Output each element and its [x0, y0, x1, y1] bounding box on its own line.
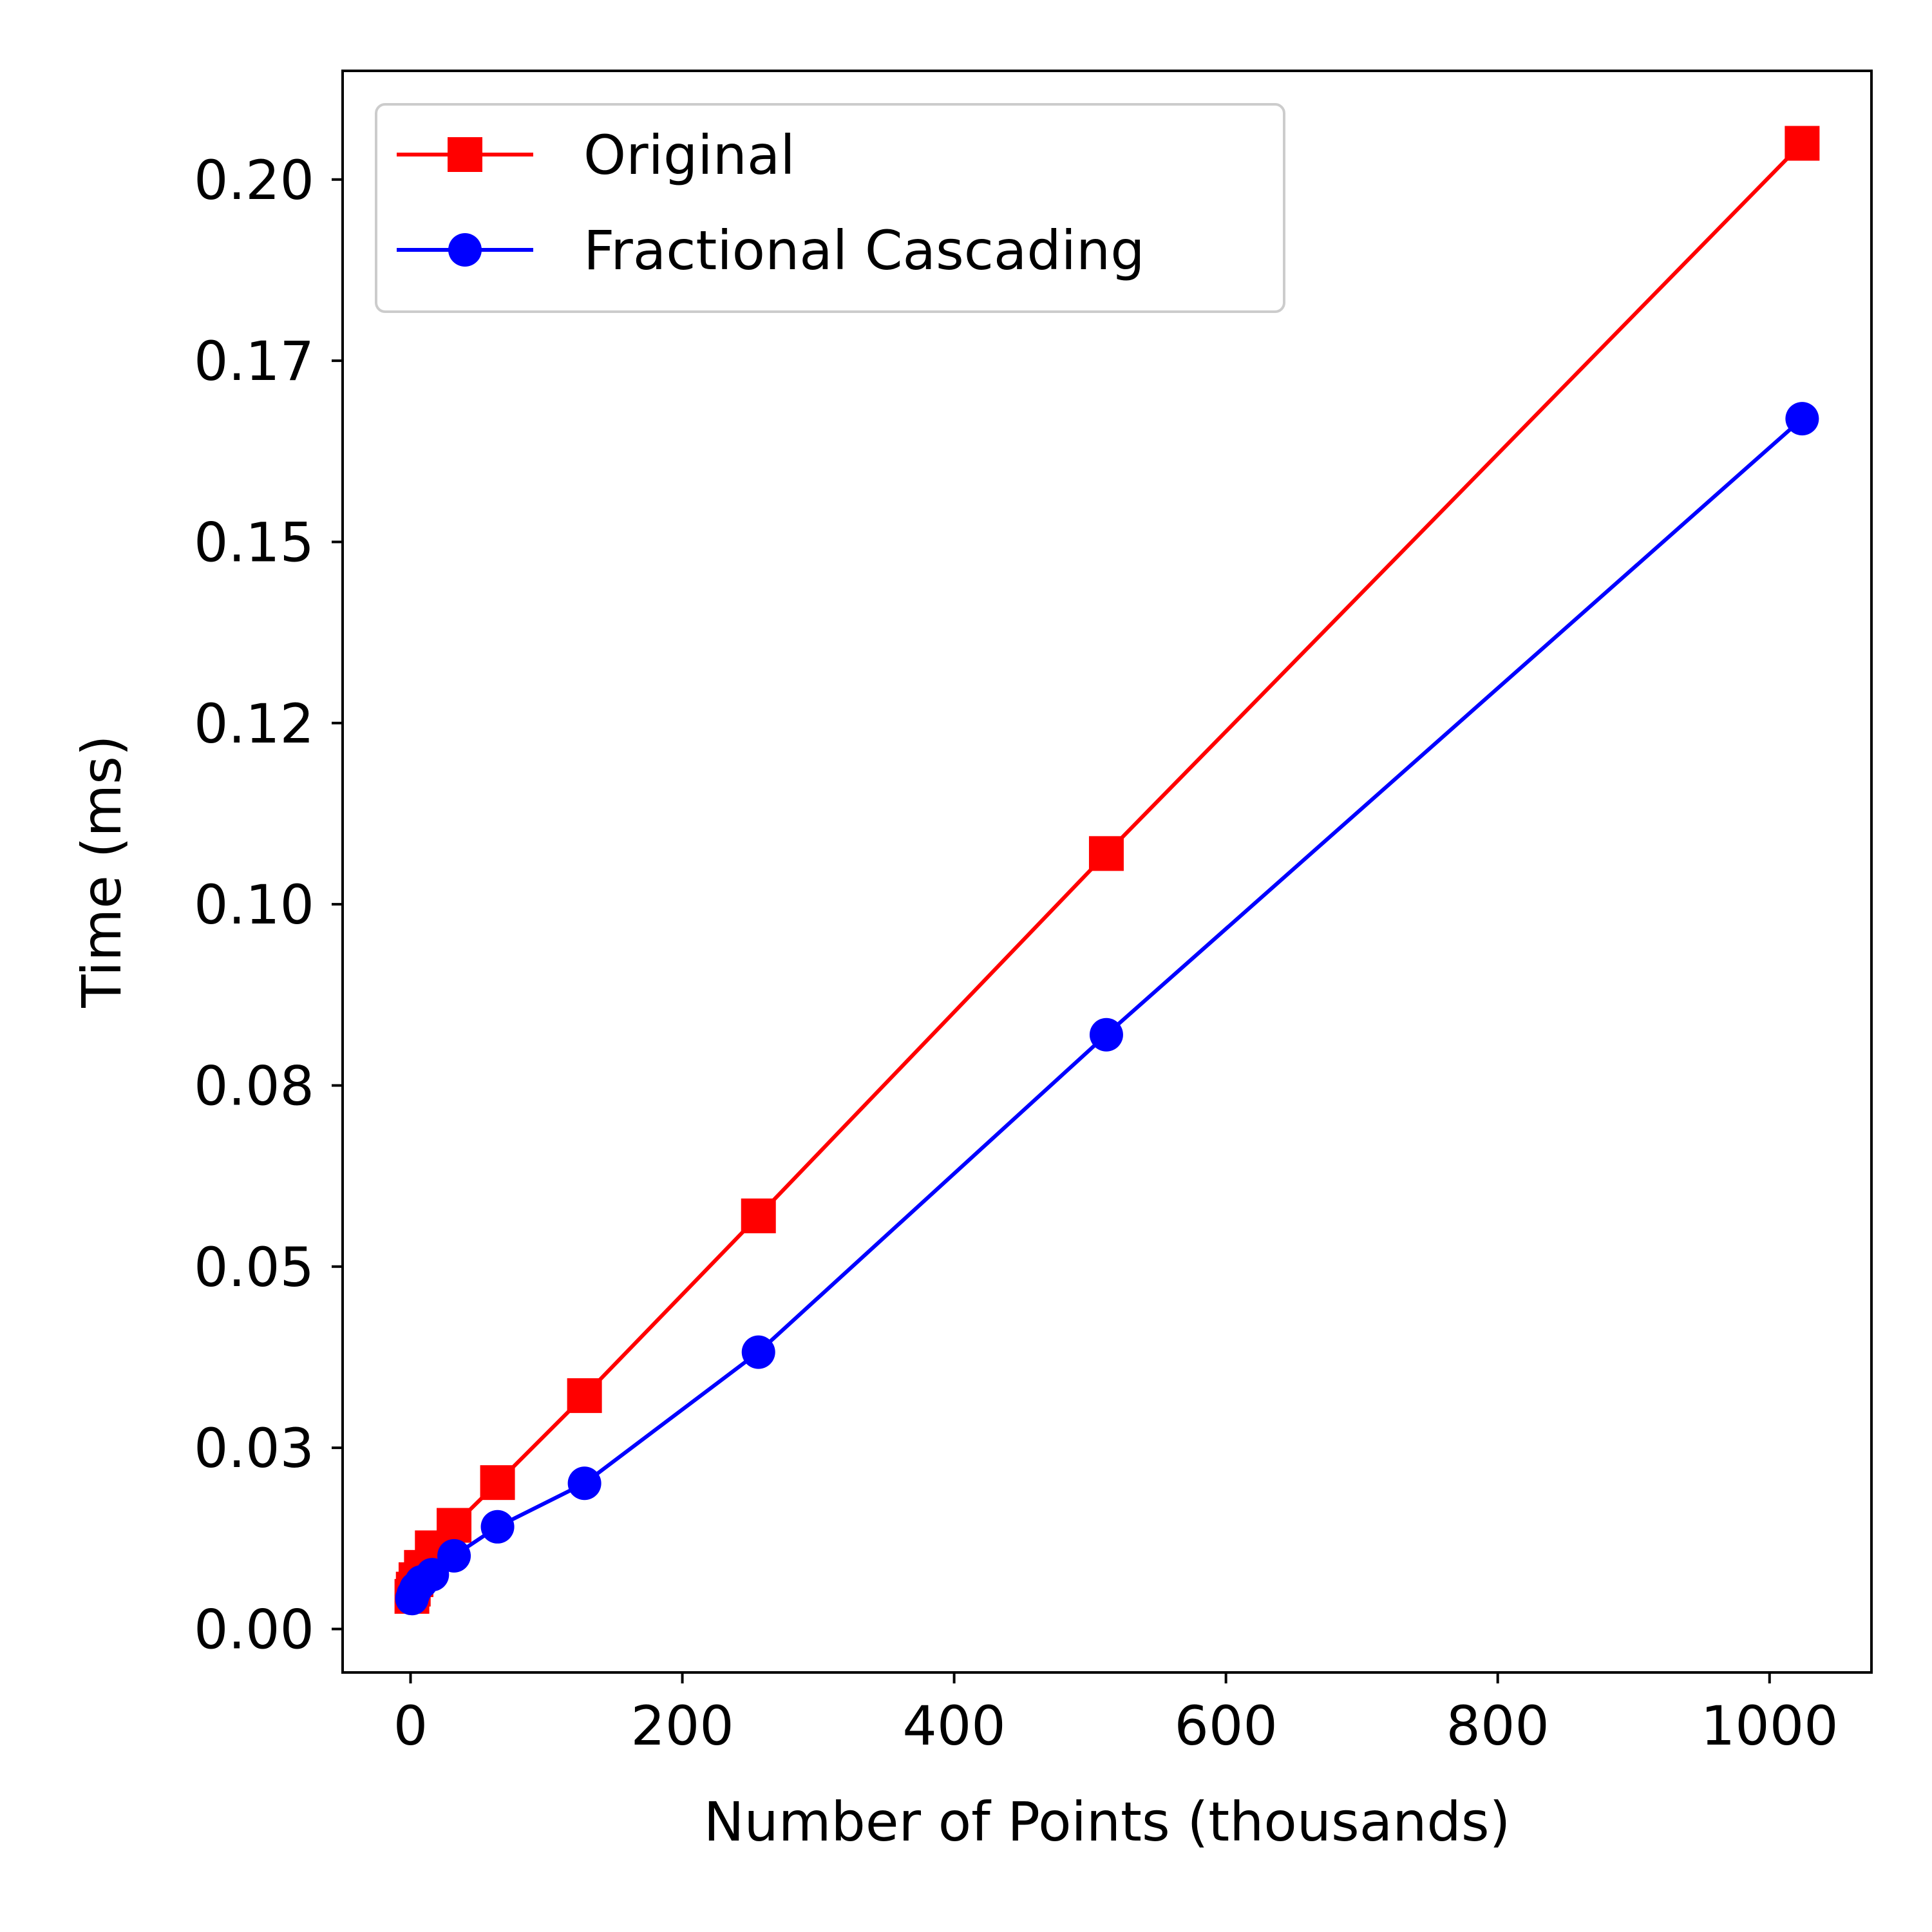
y-tick-label: 0.00	[194, 1598, 314, 1661]
x-axis-ticks: 0 200 400 600 800 1000	[393, 1672, 1839, 1757]
data-point-original	[1088, 836, 1124, 871]
data-point-fractional-cascading	[741, 1335, 775, 1369]
data-point-fractional-cascading	[415, 1558, 450, 1592]
legend-label-fractional-cascading: Fractional Cascading	[583, 219, 1145, 282]
data-point-fractional-cascading	[1785, 402, 1819, 436]
legend-entries: Original Fractional Cascading	[397, 124, 1145, 282]
y-axis-ticks: 0.00 0.03 0.05 0.08 0.10 0.12 0.15 0.17 0.20	[194, 149, 343, 1661]
x-tick-label: 1000	[1701, 1694, 1839, 1757]
legend-marker-original	[448, 137, 482, 172]
data-point-original	[567, 1378, 602, 1414]
y-tick-label: 0.20	[194, 149, 314, 212]
data-point-original	[1785, 126, 1820, 161]
data-point-fractional-cascading	[1089, 1018, 1123, 1052]
legend: Original Fractional Cascading	[375, 103, 1285, 313]
series-layer	[394, 126, 1820, 1616]
legend-marker-fractional-cascading	[448, 233, 482, 267]
x-tick-label: 200	[630, 1694, 734, 1757]
y-tick-label: 0.15	[194, 511, 314, 574]
data-point-fractional-cascading	[480, 1510, 515, 1544]
y-axis-label: Time (ms)	[70, 735, 133, 1008]
x-tick-label: 600	[1174, 1694, 1277, 1757]
data-point-fractional-cascading	[567, 1466, 601, 1501]
series-line-fractional-cascading	[409, 415, 1805, 1601]
y-tick-label: 0.17	[194, 330, 314, 393]
y-tick-label: 0.12	[194, 692, 314, 755]
data-point-original	[480, 1465, 515, 1501]
y-tick-label: 0.03	[194, 1417, 314, 1480]
y-tick-label: 0.08	[194, 1054, 314, 1117]
legend-frame	[375, 103, 1285, 313]
x-tick-label: 800	[1446, 1694, 1549, 1757]
x-axis-label: Number of Points (thousands)	[704, 1790, 1511, 1853]
plot-frame	[341, 70, 1873, 1674]
data-point-original	[437, 1508, 472, 1543]
x-tick-label: 400	[902, 1694, 1005, 1757]
x-tick-label: 0	[393, 1694, 428, 1757]
y-tick-label: 0.10	[194, 873, 314, 936]
legend-label-original: Original	[583, 124, 795, 187]
data-point-original	[741, 1198, 776, 1234]
y-tick-label: 0.05	[194, 1236, 314, 1299]
data-point-fractional-cascading	[437, 1539, 471, 1573]
